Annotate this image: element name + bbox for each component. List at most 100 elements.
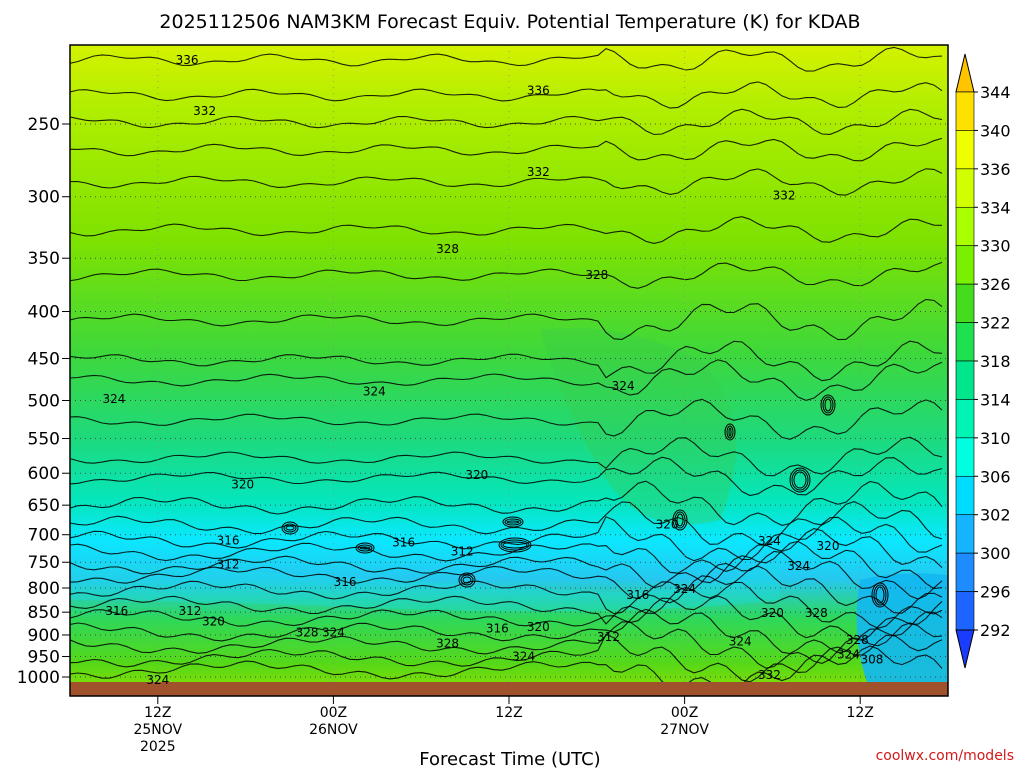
closed-contour (283, 523, 297, 533)
contour-label: 332 (758, 668, 781, 682)
chart-title: 2025112506 NAM3KM Forecast Equiv. Potent… (159, 11, 860, 33)
contour-line (70, 46, 943, 72)
closed-contour (359, 546, 371, 550)
contour-label: 332 (193, 104, 216, 118)
closed-contour (502, 516, 524, 528)
colorbar-top-arrow (955, 53, 975, 93)
closed-contour (875, 586, 885, 604)
colorbar-bottom-arrow (955, 629, 975, 669)
contour-label: 320 (761, 606, 784, 620)
closed-contour (820, 394, 836, 416)
contour-label: 324 (322, 626, 345, 640)
contour-line (70, 540, 943, 590)
plot-area (70, 45, 948, 696)
closed-contour (285, 525, 295, 531)
colorbar-segment (955, 168, 975, 208)
contour-line (70, 501, 943, 547)
closed-contour (728, 427, 732, 437)
colorbar-segment (955, 130, 975, 170)
colorbar-label: 340 (980, 121, 1011, 140)
colorbar-label: 302 (980, 506, 1011, 525)
colorbar-label: 344 (980, 83, 1011, 102)
closed-contour (357, 544, 373, 552)
contour-line (70, 359, 943, 401)
colorbar-segment (955, 591, 975, 631)
colorbar-segment (955, 437, 975, 477)
y-axis: 250 300 350 400 450 500 550 600 650 700 750 800 850 9… (17, 115, 70, 688)
contour-label: 316 (217, 533, 240, 547)
closed-contour (676, 513, 684, 527)
contour-line (70, 645, 943, 694)
y-tick-label: 850 (28, 603, 60, 623)
closed-contour (506, 520, 520, 524)
y-tick-label: 950 (28, 648, 60, 668)
colorbar-segment (955, 322, 975, 362)
ground-surface (70, 682, 948, 696)
contour-line (70, 137, 943, 162)
closed-contour (500, 539, 530, 551)
closed-contour (724, 423, 736, 441)
contour-label: 328 (296, 626, 319, 640)
contour-label: 312 (597, 630, 620, 644)
contour-label: 324 (787, 559, 810, 573)
closed-contour (498, 537, 532, 553)
closed-contour (462, 576, 472, 584)
x-tick-label: 2025 (140, 739, 176, 755)
closed-contour (355, 542, 375, 554)
contour-line (70, 550, 943, 600)
contour-label: 324 (729, 635, 752, 649)
y-tick-label: 250 (28, 115, 60, 135)
colorbar-label: 318 (980, 352, 1011, 371)
x-tick-label: 25NOV (133, 722, 182, 738)
colorbar-segment (955, 206, 975, 247)
contour-line (70, 298, 943, 341)
y-tick-label: 1000 (17, 668, 60, 688)
closed-contour (672, 509, 688, 531)
credit-text: coolwx.com/models (876, 748, 1014, 764)
y-tick-label: 650 (28, 496, 60, 516)
colorbar-label: 314 (980, 390, 1011, 409)
contour-label: 316 (392, 536, 415, 550)
x-tick-label: 12Z (846, 705, 873, 721)
contour-label: 316 (334, 575, 357, 589)
y-tick-label: 900 (28, 626, 60, 646)
contour-line (70, 398, 943, 440)
colorbar-label: 292 (980, 621, 1011, 640)
colorbar-segment (955, 552, 975, 592)
y-tick-label: 450 (28, 349, 60, 369)
contour-label: 320 (202, 614, 225, 628)
contour-label: 324 (837, 647, 860, 661)
contour-label: 320 (231, 477, 254, 491)
y-tick-label: 500 (28, 392, 60, 412)
contour-label: 320 (527, 620, 550, 634)
contour-label: 320 (465, 468, 488, 482)
contour-line (70, 340, 943, 382)
colorbar-segment (955, 245, 975, 285)
x-tick-label: 12Z (144, 705, 171, 721)
contour-label: 312 (179, 604, 202, 618)
colorbar-label: 334 (980, 198, 1011, 217)
contour-label: 332 (527, 165, 550, 179)
x-tick-label: 27NOV (660, 722, 709, 738)
contour-label: 328 (585, 268, 608, 282)
colorbar-label: 326 (980, 275, 1011, 294)
closed-contour (281, 521, 299, 535)
contour-line (70, 595, 943, 641)
colorbar-segment (955, 514, 975, 554)
contour-line (70, 436, 943, 477)
dry-intrusion-feature (540, 328, 736, 525)
x-tick-label: 12Z (495, 705, 522, 721)
contour-label: 312 (217, 557, 240, 571)
y-tick-label: 800 (28, 579, 60, 599)
closed-contour (822, 396, 834, 414)
contour-line (70, 581, 943, 629)
y-tick-label: 400 (28, 302, 60, 322)
closed-contour (504, 518, 522, 526)
contour-label: 328 (436, 637, 459, 651)
contour-line (70, 633, 943, 683)
y-tick-label: 600 (28, 464, 60, 484)
closed-contour (502, 541, 528, 549)
contour-label: 324 (673, 582, 696, 596)
contour-label: 336 (176, 53, 199, 67)
